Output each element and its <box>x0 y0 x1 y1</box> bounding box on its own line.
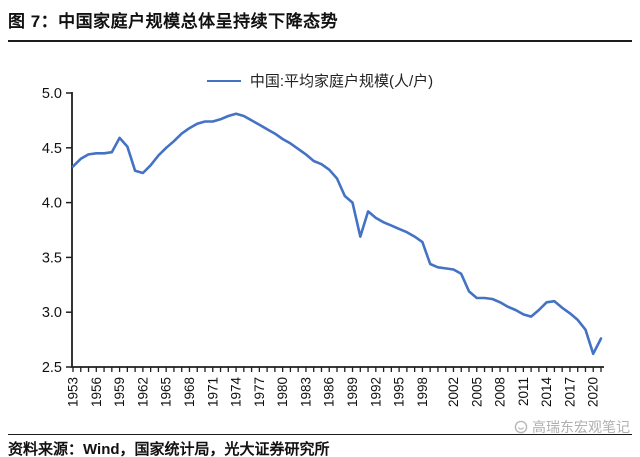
legend-label: 中国:平均家庭户规模(人/户) <box>249 73 434 90</box>
x-tick-label: 1953 <box>66 377 81 407</box>
x-tick-label: 1986 <box>322 377 337 407</box>
y-tick-label: 3.5 <box>42 250 62 266</box>
x-tick-label: 1965 <box>159 377 174 407</box>
figure-title: 图 7：中国家庭户规模总体呈持续下降态势 <box>8 12 339 31</box>
x-tick-label: 1962 <box>135 377 150 407</box>
x-tick-label: 2020 <box>586 377 601 407</box>
y-tick-label: 4.5 <box>42 141 62 157</box>
x-tick-label: 2017 <box>562 377 577 407</box>
x-tick-label: 2005 <box>469 377 484 407</box>
y-tick-label: 2.5 <box>42 360 62 376</box>
x-tick-label: 1977 <box>252 377 267 407</box>
x-tick-label: 1974 <box>229 377 244 408</box>
x-tick-label: 2002 <box>446 377 461 407</box>
y-tick-label: 5.0 <box>42 86 62 102</box>
x-tick-label: 1995 <box>392 377 407 407</box>
source-divider <box>8 434 632 435</box>
x-tick-label: 2008 <box>493 377 508 407</box>
source-text: 资料来源：Wind，国家统计局，光大证券研究所 <box>8 441 330 457</box>
x-tick-label: 1983 <box>298 377 313 407</box>
x-tick-label: 1971 <box>205 377 220 407</box>
axes <box>71 92 604 368</box>
legend: 中国:平均家庭户规模(人/户) <box>0 70 640 91</box>
x-tick-label: 1989 <box>345 377 360 407</box>
watermark-text: 高瑞东宏观笔记 <box>532 419 630 435</box>
x-tick-label: 2014 <box>539 377 554 408</box>
x-tick-label: 1992 <box>368 377 383 407</box>
x-tick-label: 1968 <box>182 377 197 407</box>
watermark-logo-icon <box>514 420 528 434</box>
x-tick-label: 1959 <box>112 377 127 407</box>
y-tick-label: 4.0 <box>42 196 62 212</box>
x-tick-label: 2011 <box>516 377 531 406</box>
x-tick-label: 1998 <box>415 377 430 407</box>
title-divider <box>8 40 632 42</box>
x-tick-label: 1956 <box>89 377 104 407</box>
x-tick-label: 1980 <box>275 377 290 407</box>
data-line <box>71 112 603 356</box>
watermark: 高瑞东宏观笔记 <box>514 417 630 437</box>
y-tick-label: 3.0 <box>42 305 62 321</box>
legend-line-swatch <box>206 79 241 82</box>
